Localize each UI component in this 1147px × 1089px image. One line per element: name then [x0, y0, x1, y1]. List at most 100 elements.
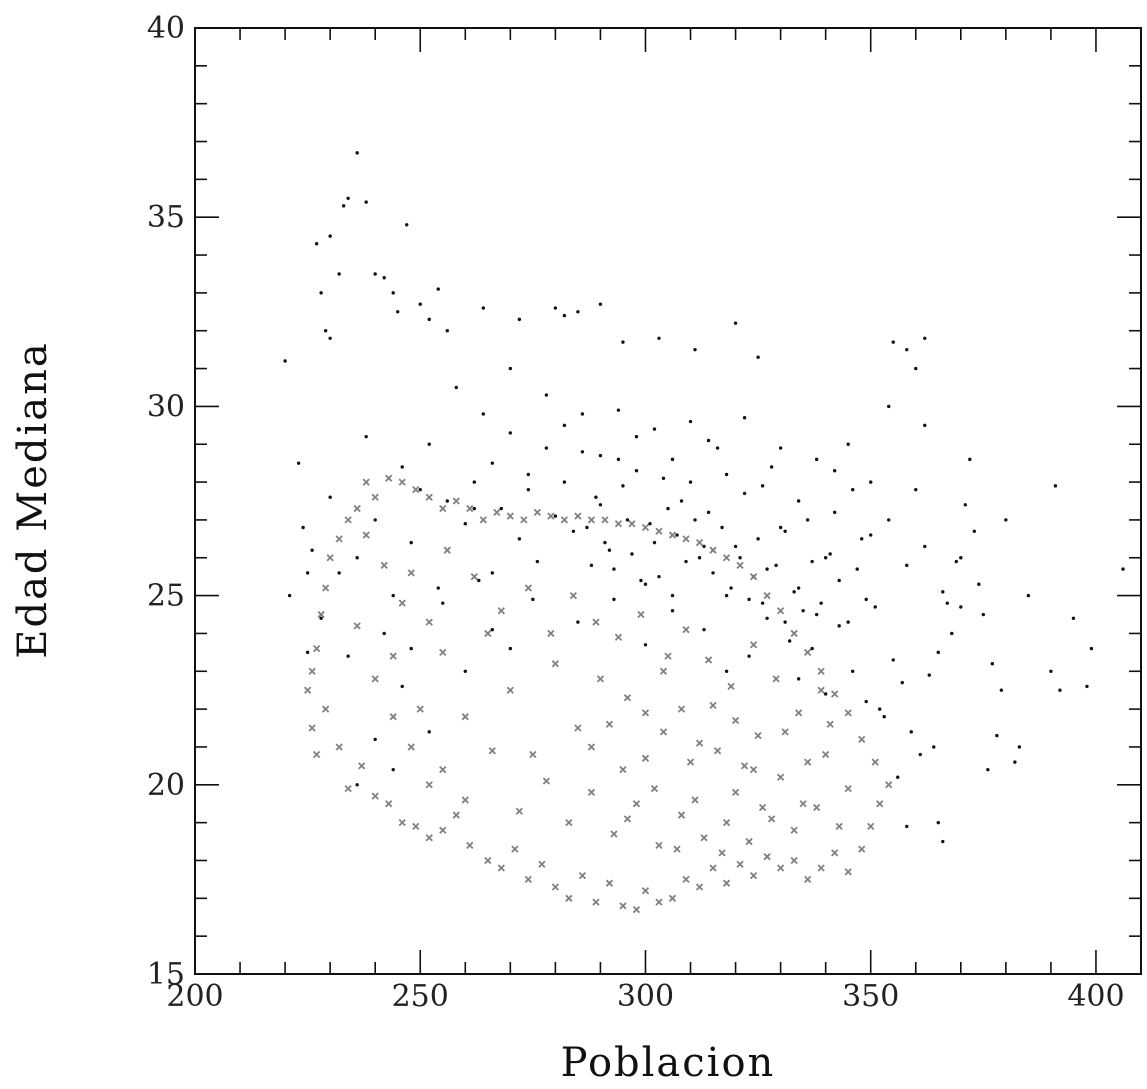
data-point [517, 317, 522, 322]
data-point [337, 571, 341, 575]
data-point [533, 508, 541, 516]
data-point [508, 366, 513, 371]
data-point [373, 272, 377, 276]
data-point [382, 276, 386, 280]
data-point [1121, 567, 1125, 571]
data-point [412, 486, 420, 494]
data-point [461, 713, 469, 721]
data-point [612, 597, 616, 602]
data-point [950, 631, 954, 636]
data-point [630, 552, 634, 556]
data-point [891, 658, 895, 662]
data-point [822, 750, 830, 759]
data-point [837, 624, 841, 628]
data-point [312, 644, 321, 653]
data-point [837, 578, 841, 583]
data-point [371, 675, 379, 683]
data-point [560, 516, 569, 524]
data-point [587, 516, 596, 524]
data-point [303, 686, 312, 694]
data-point [506, 686, 514, 694]
data-point [569, 591, 578, 600]
data-point [612, 567, 616, 571]
data-point [986, 767, 990, 772]
data-point [722, 554, 731, 562]
data-point [643, 582, 648, 586]
data-point [625, 518, 630, 522]
data-point [389, 713, 397, 721]
y-tick-label: 25 [147, 579, 185, 614]
data-point [923, 336, 927, 340]
data-point [400, 465, 404, 469]
data-point [760, 484, 765, 488]
y-tick-label: 40 [147, 11, 185, 46]
data-point [312, 750, 321, 759]
data-point [846, 620, 850, 624]
data-point [905, 347, 909, 352]
data-point [867, 822, 875, 831]
y-tick-label: 20 [147, 768, 185, 803]
data-point [605, 879, 614, 887]
data-point [362, 531, 370, 539]
data-point [1026, 593, 1031, 598]
data-point [373, 518, 377, 522]
x-tick-label: 300 [617, 979, 674, 1014]
data-point [436, 287, 440, 291]
data-point [296, 461, 301, 465]
data-point [715, 446, 720, 450]
data-point [682, 626, 690, 634]
data-point [439, 826, 447, 834]
data-point [754, 731, 762, 740]
data-point [371, 792, 379, 800]
data-point [905, 824, 909, 829]
data-point [923, 544, 927, 549]
data-point [668, 531, 677, 539]
data-point [508, 646, 513, 651]
data-point [353, 504, 361, 513]
data-point [745, 837, 753, 846]
data-point [524, 875, 532, 884]
data-point [323, 329, 328, 333]
series-2 [303, 474, 893, 914]
data-point [828, 552, 832, 556]
data-point [328, 336, 332, 340]
data-point [614, 633, 623, 641]
data-point [396, 310, 400, 314]
data-point [756, 537, 760, 541]
data-point [887, 518, 891, 522]
data-point [796, 586, 801, 590]
data-point [772, 675, 780, 683]
data-point [632, 800, 641, 808]
data-point [490, 627, 495, 632]
data-point [959, 605, 963, 609]
data-point [790, 629, 798, 638]
data-point [810, 646, 814, 651]
x-tick-label: 400 [1067, 979, 1124, 1014]
y-tick-label: 15 [147, 957, 185, 992]
data-point [767, 815, 776, 823]
x-tick-label: 250 [392, 979, 449, 1014]
data-point [799, 800, 807, 808]
data-point [398, 478, 406, 486]
data-point [337, 272, 341, 276]
data-point [776, 773, 785, 781]
data-point [364, 434, 368, 439]
data-point [826, 720, 834, 728]
data-point [790, 856, 798, 865]
data-point [341, 204, 346, 208]
data-point [488, 747, 496, 755]
data-point [999, 688, 1004, 692]
data-point [358, 762, 366, 770]
data-point [484, 629, 492, 638]
data-point [380, 561, 388, 569]
data-point [466, 841, 474, 849]
data-point [702, 627, 706, 632]
data-point [765, 567, 769, 571]
data-point [869, 533, 873, 537]
data-point [409, 646, 413, 651]
data-point [695, 739, 704, 747]
data-point [389, 652, 397, 660]
data-point [587, 788, 596, 797]
data-point [643, 643, 648, 647]
data-point [832, 510, 837, 515]
